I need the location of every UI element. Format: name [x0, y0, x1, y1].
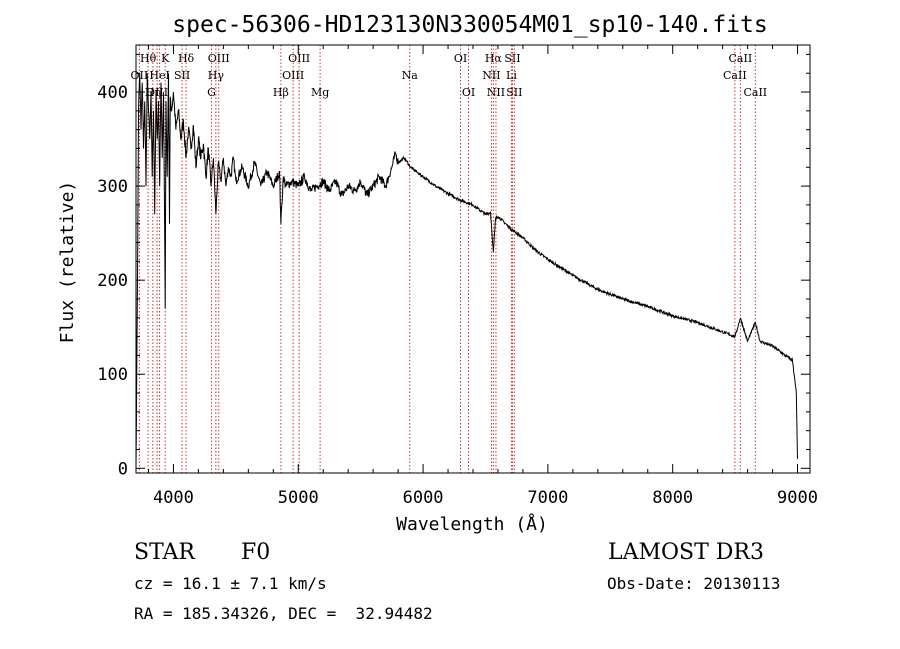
line-label-8: OIII — [208, 52, 230, 65]
x-tick-label-5000: 5000 — [278, 488, 319, 508]
chart-title: spec-56306-HD123130N330054M01_sp10-140.f… — [172, 12, 767, 38]
line-label-18: Hα — [485, 52, 503, 65]
line-label-4: K — [161, 52, 170, 65]
y-tick-label-0: 0 — [118, 459, 128, 479]
line-label-3: Hη — [145, 86, 161, 99]
line-label-6: Hδ — [178, 52, 195, 65]
line-label-16: OI — [454, 52, 467, 65]
line-label-26: CaII — [743, 86, 767, 99]
line-label-15: Na — [402, 69, 419, 82]
y-tick-label-400: 400 — [97, 83, 128, 103]
line-label-20: NII — [482, 69, 500, 82]
line-label-24: CaII — [729, 52, 753, 65]
line-label-2: OIII — [146, 86, 168, 99]
x-axis: 4000 5000 6000 7000 8000 9000 — [147, 45, 818, 508]
observation-date: Obs-Date: 20130113 — [607, 574, 781, 593]
line-label-25: CaII — [723, 69, 747, 82]
line-label-9: Hγ — [208, 69, 225, 82]
line-label-11: Hβ — [273, 86, 289, 99]
line-label-21: Li — [506, 69, 517, 82]
y-tick-label-300: 300 — [97, 177, 128, 197]
coordinates: RA = 185.34326, DEC = 32.94482 — [134, 604, 433, 623]
y-tick-label-200: 200 — [97, 271, 128, 291]
spectrum-chart: spec-56306-HD123130N330054M01_sp10-140.f… — [57, 12, 818, 535]
x-tick-label-8000: 8000 — [652, 488, 693, 508]
line-label-17: OI — [462, 86, 475, 99]
line-label-23: SII — [506, 86, 522, 99]
object-class: STAR — [134, 540, 195, 565]
y-tick-label-100: 100 — [97, 365, 128, 385]
line-label-22: NII — [487, 86, 505, 99]
survey-name: LAMOST DR3 — [608, 540, 764, 565]
line-label-12: OIII — [288, 52, 310, 65]
x-tick-label-4000: 4000 — [153, 488, 194, 508]
spectrum-line — [135, 73, 798, 469]
x-tick-label-6000: 6000 — [403, 488, 444, 508]
y-axis: 0 100 200 300 400 — [97, 53, 810, 479]
line-label-5: HeI — [149, 69, 169, 82]
line-label-19: SII — [504, 52, 520, 65]
object-subclass: F0 — [241, 540, 271, 565]
spectrum-group — [135, 73, 798, 469]
x-tick-label-7000: 7000 — [527, 488, 568, 508]
line-label-0: Hθ — [140, 52, 157, 65]
line-label-14: Mg — [311, 86, 329, 99]
x-axis-label: Wavelength (Å) — [396, 513, 548, 535]
x-tick-label-9000: 9000 — [777, 488, 818, 508]
y-axis-label: Flux (relative) — [57, 181, 78, 344]
line-label-7: SII — [174, 69, 190, 82]
redshift-cz: cz = 16.1 ± 7.1 km/s — [134, 574, 327, 593]
plot-frame — [135, 44, 811, 474]
line-label-10: G — [207, 86, 216, 99]
line-label-13: OIII — [282, 69, 304, 82]
